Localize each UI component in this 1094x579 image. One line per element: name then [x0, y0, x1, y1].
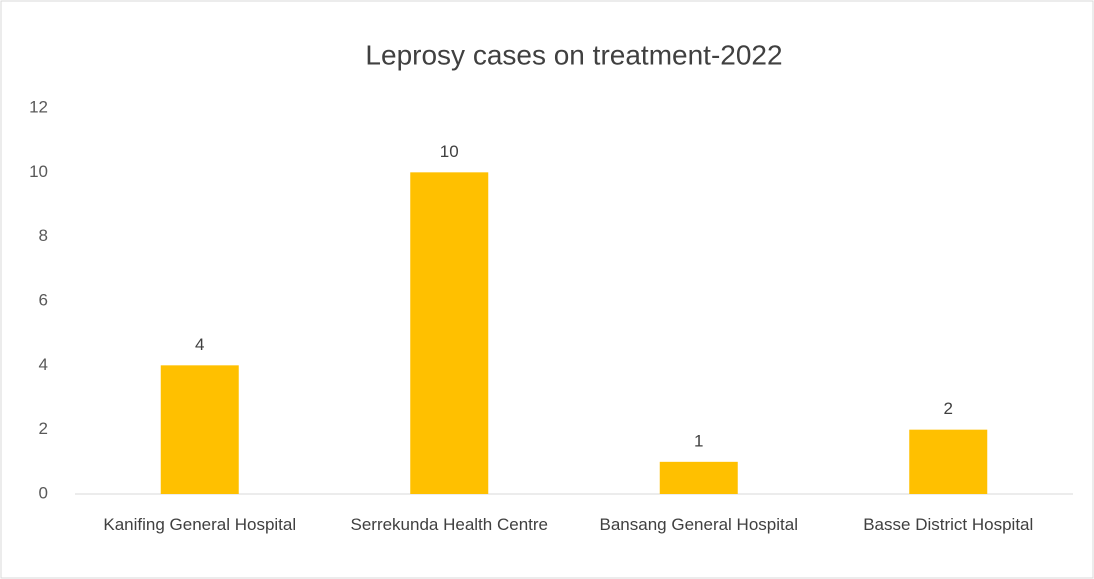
y-tick-label: 10: [29, 162, 48, 181]
data-label: 10: [440, 142, 459, 161]
bar: [410, 172, 489, 495]
x-tick-label: Bansang General Hospital: [599, 515, 798, 534]
data-label: 4: [195, 335, 204, 354]
y-tick-label: 12: [29, 97, 48, 116]
data-label: 2: [944, 399, 953, 418]
y-tick-label: 0: [39, 483, 48, 502]
data-label: 1: [694, 431, 703, 450]
bar: [659, 461, 738, 494]
y-tick-label: 8: [39, 226, 48, 245]
x-tick-label: Serrekunda Health Centre: [350, 515, 548, 534]
y-tick-label: 6: [39, 290, 48, 309]
x-tick-label: Kanifing General Hospital: [103, 515, 297, 534]
y-tick-label: 4: [39, 355, 48, 374]
bar: [909, 429, 988, 494]
bar: [160, 365, 239, 494]
chart-title: Leprosy cases on treatment-2022: [365, 39, 782, 70]
y-tick-label: 2: [39, 419, 48, 438]
x-tick-label: Basse District Hospital: [863, 515, 1034, 534]
